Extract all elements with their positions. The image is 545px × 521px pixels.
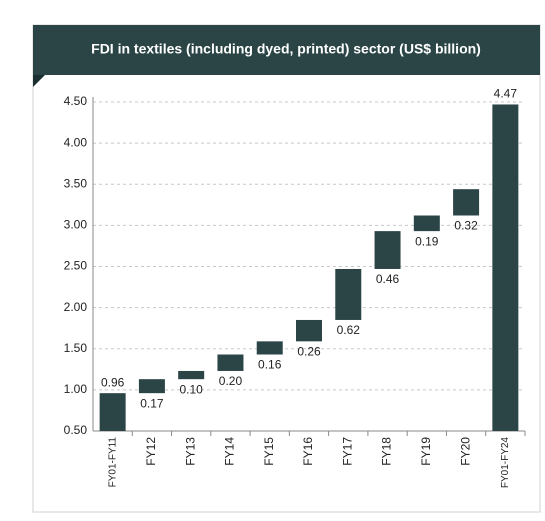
x-tick-label: FY13 — [183, 437, 197, 466]
value-label: 0.20 — [219, 374, 243, 388]
bar — [335, 268, 362, 320]
y-tick-label: 0.50 — [64, 423, 88, 437]
y-tick-label: 1.00 — [64, 382, 88, 396]
value-label: 0.62 — [337, 323, 361, 337]
x-tick-label: FY16 — [301, 437, 315, 466]
x-tick-label: FY01-FY11 — [107, 437, 118, 488]
header — [33, 25, 540, 75]
bar — [296, 319, 322, 342]
y-tick-label: 3.50 — [64, 176, 88, 190]
bar — [453, 189, 480, 216]
x-tick-label: FY20 — [458, 437, 472, 466]
x-tick-label: FY18 — [380, 437, 394, 466]
value-label: 0.26 — [297, 345, 321, 359]
bar — [492, 104, 519, 431]
y-tick-label: 2.00 — [64, 300, 88, 314]
y-tick-label: 2.50 — [64, 259, 88, 273]
bar — [178, 370, 205, 380]
x-tick-label: FY19 — [419, 437, 433, 466]
x-tick-label: FY01-FY24 — [500, 437, 511, 489]
y-tick-label: 3.00 — [64, 218, 88, 232]
x-tick-label: FY14 — [223, 437, 237, 466]
x-tick-label: FY15 — [262, 437, 276, 466]
value-label: 0.96 — [101, 375, 125, 389]
y-tick-label: 1.50 — [64, 341, 88, 355]
bar — [256, 341, 283, 355]
fold — [33, 75, 45, 87]
value-label: 4.47 — [494, 87, 518, 101]
chart-title: FDI in textiles (including dyed, printed… — [91, 41, 481, 57]
bar — [138, 379, 165, 394]
x-tick-label: FY12 — [144, 437, 158, 466]
bar — [413, 215, 440, 232]
value-label: 0.32 — [454, 219, 478, 233]
value-label: 0.17 — [140, 396, 164, 410]
bar — [217, 354, 244, 371]
value-label: 0.16 — [258, 358, 282, 372]
value-label: 0.10 — [180, 382, 204, 396]
bar — [99, 393, 126, 431]
bar — [374, 231, 401, 269]
x-tick-label: FY17 — [340, 437, 354, 466]
value-label: 0.46 — [376, 272, 400, 286]
y-tick-label: 4.00 — [64, 135, 88, 149]
value-label: 0.19 — [415, 234, 439, 248]
y-tick-label: 4.50 — [64, 94, 88, 108]
